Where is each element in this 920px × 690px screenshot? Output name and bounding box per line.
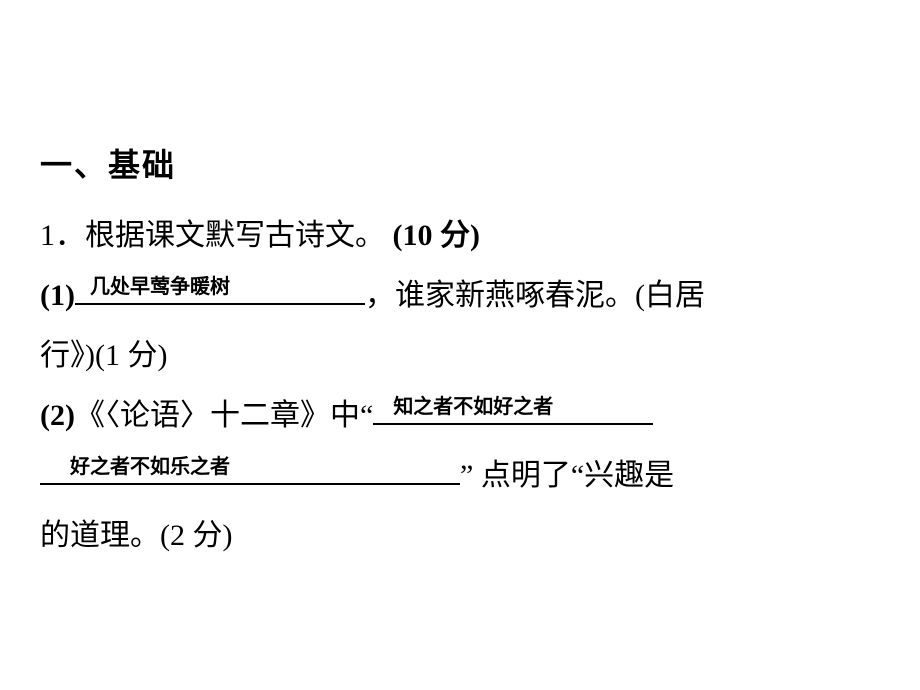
item-1-line1: (1) 几处早莺争暖树 ，谁家新燕啄春泥。(白居 [40,266,880,326]
item2-line3-text: 的道理。(2 分) [40,519,232,552]
item2-blank1: 知之者不如好之者 [373,423,653,425]
question-1-prompt: 1．根据课文默写古诗文。 (10 分) [40,206,880,266]
item2-text1: 《〈论语〉十二章》中“ [75,386,373,446]
item1-number: (1) [40,266,75,326]
item2-answer2: 好之者不如乐之者 [70,447,230,487]
item1-after-text: ，谁家新燕啄春泥。(白居 [365,266,705,326]
item2-blank2: 好之者不如乐之者 [40,483,460,485]
item1-line2-text: 行》)(1 分) [40,339,167,372]
item-2-line2: 好之者不如乐之者 ” 点明了“兴趣是 [40,446,880,506]
item1-answer: 几处早莺争暖树 [90,267,230,307]
item-1-line2: 行》)(1 分) [40,326,880,386]
q1-prompt-text: 1．根据课文默写古诗文。 [40,219,385,252]
item-2-line3: 的道理。(2 分) [40,506,880,566]
q1-points: (10 分) [393,219,480,252]
section-title: 一、基础 [40,140,880,186]
item1-blank: 几处早莺争暖树 [75,303,365,305]
item-2-line1: (2) 《〈论语〉十二章》中“ 知之者不如好之者 [40,386,880,446]
item2-answer1: 知之者不如好之者 [393,387,553,427]
item2-number: (2) [40,386,75,446]
item2-after2: ” 点明了“兴趣是 [460,446,674,506]
